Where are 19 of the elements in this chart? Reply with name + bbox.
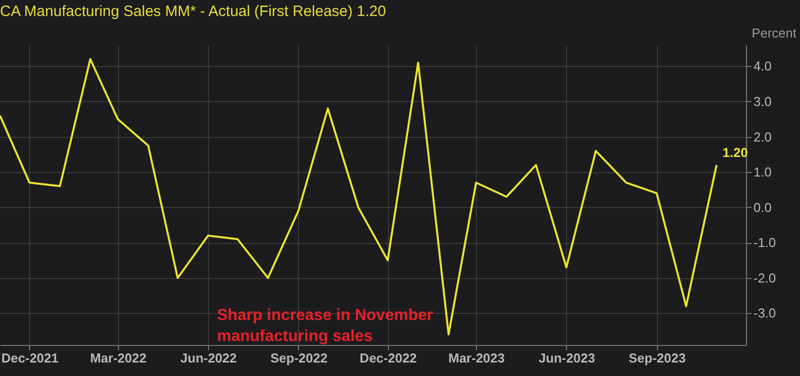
y-tick-label: 0.0 [754,200,772,215]
annotation: Sharp increase in November manufacturing sales [217,307,434,345]
x-tick-label: Mar-2023 [448,350,505,366]
y-tick-label: -1.0 [754,235,776,250]
x-tick-label: Jun-2023 [538,350,596,366]
y-tick-label: 4.0 [754,58,772,74]
data-label: 1.20 [722,145,748,160]
x-tick-label: Sep-2023 [628,350,686,366]
x-tick-label: Jun-2022 [180,350,237,366]
y-tick-label: 1.0 [754,164,772,180]
x-tick-label: Dec-2022 [360,350,417,366]
x-tick-label: Dec-2021 [1,350,58,366]
y-tick-label: -2.0 [754,270,776,286]
x-tick-label: Sep-2022 [270,350,328,366]
y-tick-label: -3.0 [754,306,776,321]
y-tick-label: 2.0 [754,129,772,144]
y-tick-label: 3.0 [754,94,772,109]
x-tick-label: Mar-2022 [90,350,146,366]
chart-title: CA Manufacturing Sales MM* - Actual (First Release) 1.20 [0,3,386,20]
